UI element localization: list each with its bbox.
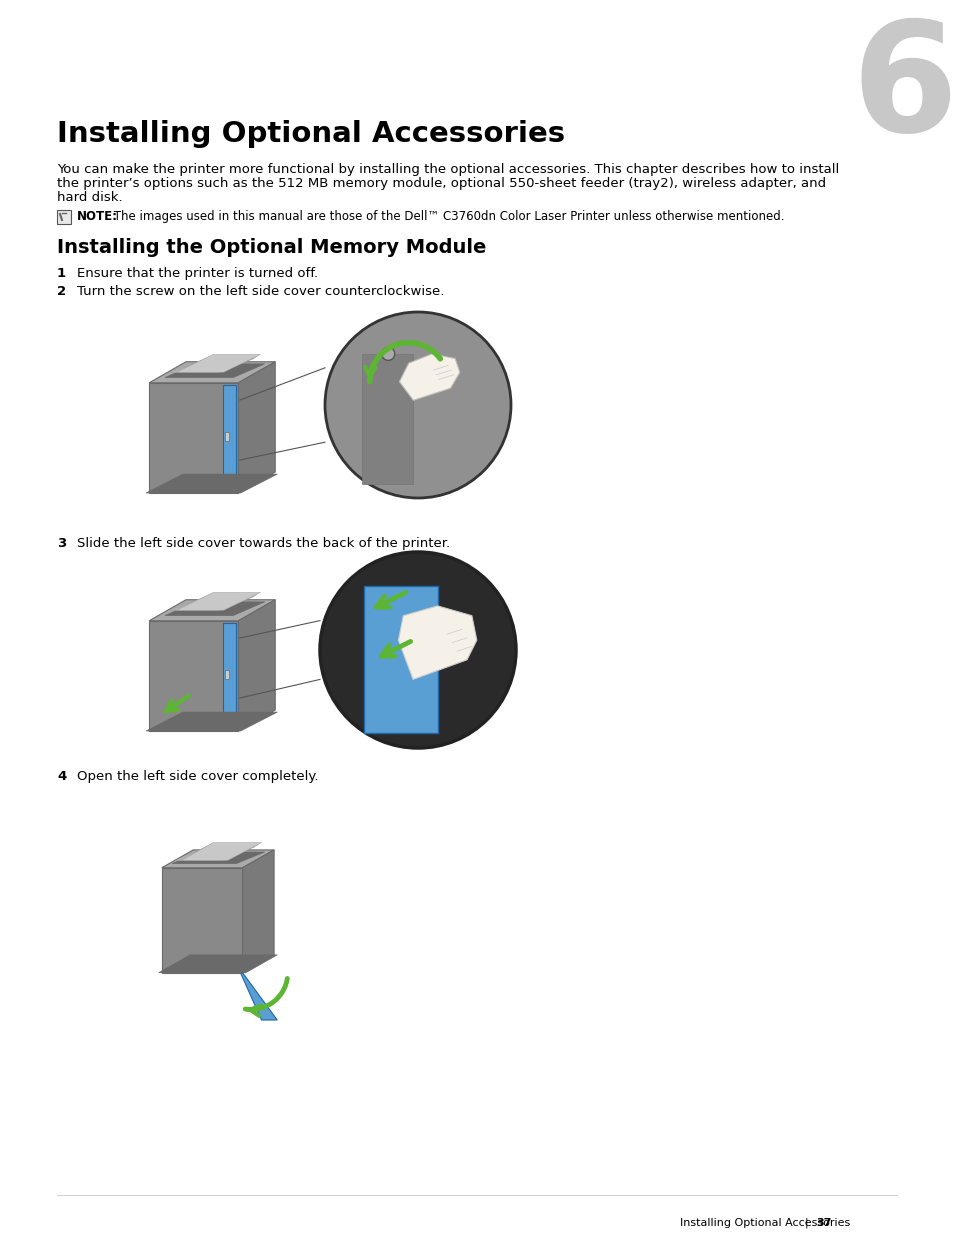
Text: Turn the screw on the left side cover counterclockwise.: Turn the screw on the left side cover co… (77, 285, 444, 298)
Polygon shape (240, 973, 277, 1020)
Polygon shape (176, 593, 260, 610)
Polygon shape (173, 594, 257, 610)
Text: hard disk.: hard disk. (57, 191, 123, 204)
Text: Installing the Optional Memory Module: Installing the Optional Memory Module (57, 238, 486, 257)
Text: the printer’s options such as the 512 MB memory module, optional 550-sheet feede: the printer’s options such as the 512 MB… (57, 177, 825, 190)
Polygon shape (146, 713, 277, 731)
Bar (57, 210, 71, 224)
Polygon shape (222, 385, 236, 490)
Text: 1: 1 (57, 267, 66, 280)
Polygon shape (181, 842, 261, 861)
Polygon shape (242, 850, 274, 973)
Text: You can make the printer more functional by installing the optional accessories.: You can make the printer more functional… (57, 163, 839, 177)
Polygon shape (146, 474, 277, 493)
Polygon shape (170, 597, 254, 610)
Text: 37: 37 (815, 1218, 830, 1228)
Polygon shape (238, 362, 275, 493)
Polygon shape (178, 845, 258, 861)
Text: 3: 3 (57, 537, 66, 550)
Polygon shape (149, 383, 238, 493)
Bar (364, 587, 437, 734)
Bar (362, 354, 413, 484)
Bar (225, 671, 229, 678)
Text: |: | (803, 1218, 807, 1229)
Text: 2: 2 (57, 285, 66, 298)
Polygon shape (170, 358, 254, 372)
Polygon shape (165, 601, 265, 615)
Polygon shape (222, 622, 236, 729)
Polygon shape (149, 600, 275, 621)
Text: The images used in this manual are those of the Dell™ C3760dn Color Laser Printe: The images used in this manual are those… (110, 210, 783, 224)
Polygon shape (162, 850, 274, 868)
Polygon shape (149, 621, 238, 731)
Polygon shape (175, 847, 255, 861)
Polygon shape (398, 606, 476, 679)
Text: Slide the left side cover towards the back of the printer.: Slide the left side cover towards the ba… (77, 537, 450, 550)
Text: Ensure that the printer is turned off.: Ensure that the printer is turned off. (77, 267, 317, 280)
Polygon shape (158, 955, 277, 973)
Polygon shape (176, 354, 260, 372)
Circle shape (381, 347, 395, 361)
Polygon shape (238, 600, 275, 731)
Circle shape (319, 552, 516, 748)
Polygon shape (172, 852, 264, 863)
Polygon shape (399, 354, 459, 400)
Polygon shape (162, 868, 242, 973)
Polygon shape (165, 364, 265, 378)
Text: Installing Optional Accessories: Installing Optional Accessories (679, 1218, 849, 1228)
Polygon shape (173, 357, 257, 372)
Text: 6: 6 (851, 15, 953, 164)
Polygon shape (149, 362, 275, 383)
Text: NOTE:: NOTE: (77, 210, 118, 224)
Text: Open the left side cover completely.: Open the left side cover completely. (77, 769, 318, 783)
Bar (225, 432, 229, 441)
Text: Installing Optional Accessories: Installing Optional Accessories (57, 120, 564, 148)
Text: 4: 4 (57, 769, 66, 783)
Circle shape (325, 312, 511, 498)
